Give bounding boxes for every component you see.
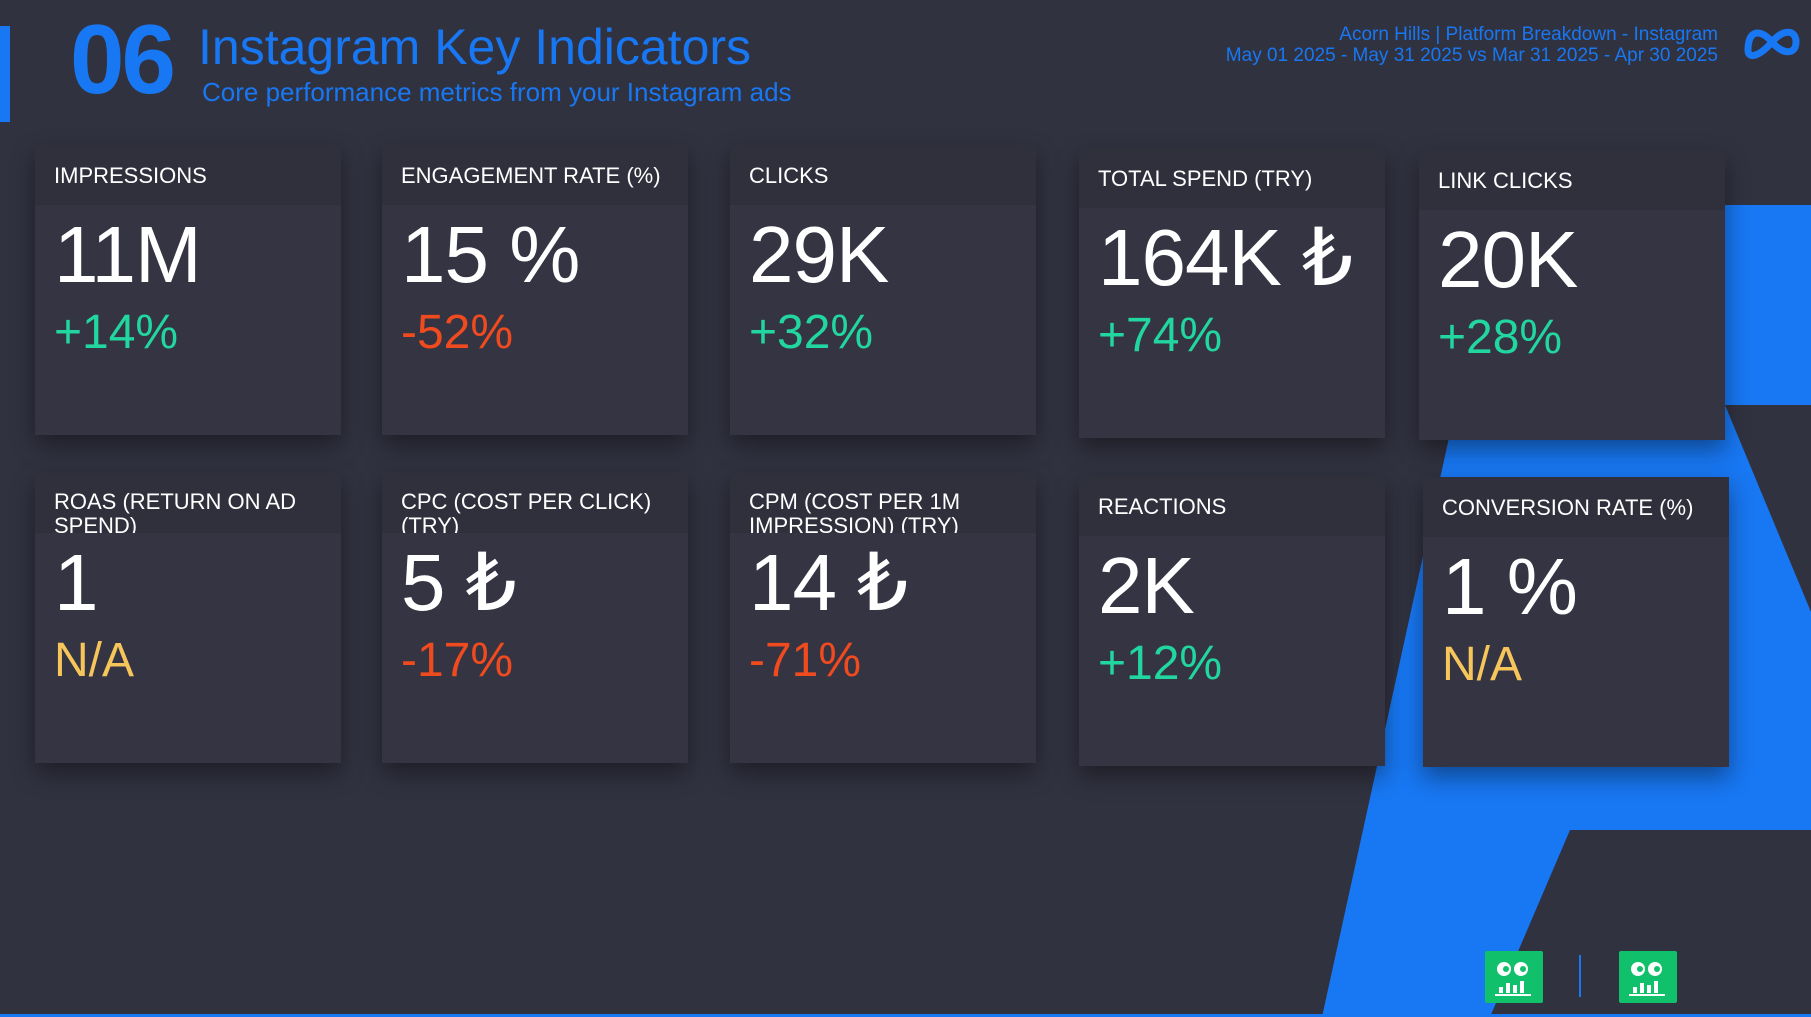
metric-card-clicks: CLICKS 29K +32% — [730, 145, 1036, 435]
metric-delta: N/A — [54, 634, 135, 687]
footer-separator — [1579, 955, 1581, 997]
metric-delta: N/A — [1442, 638, 1523, 691]
section-number: 06 — [70, 4, 176, 114]
metric-card-reactions: REACTIONS 2K +12% — [1079, 476, 1385, 766]
metric-label: REACTIONS — [1098, 494, 1227, 519]
date-range: May 01 2025 - May 31 2025 vs Mar 31 2025… — [1225, 45, 1718, 66]
metric-value: 1 — [54, 538, 98, 627]
accent-bar — [0, 26, 10, 122]
metric-value: 14 ₺ — [749, 538, 908, 627]
metric-label: IMPRESSIONS — [54, 163, 207, 188]
meta-logo-icon — [1744, 28, 1800, 59]
metric-delta: +14% — [54, 306, 179, 359]
metric-value: 5 ₺ — [401, 538, 517, 627]
page-subtitle: Core performance metrics from your Insta… — [202, 77, 792, 107]
metric-card-conversion-rate: CONVERSION RATE (%) 1 % N/A — [1423, 477, 1729, 767]
metric-value: 29K — [749, 210, 889, 299]
metric-card-total-spend: TOTAL SPEND (TRY) 164K ₺ +74% — [1079, 148, 1385, 438]
page-title: Instagram Key Indicators — [198, 19, 752, 75]
metric-card-cpm: CPM (COST PER 1M IMPRESSION) (TRY) 14 ₺ … — [730, 473, 1036, 763]
metric-delta: +74% — [1098, 309, 1223, 362]
metric-card-engagement-rate: ENGAGEMENT RATE (%) 15 % -52% — [382, 145, 688, 435]
metric-label: CLICKS — [749, 163, 829, 188]
metric-delta: -71% — [749, 634, 862, 687]
metric-label: TOTAL SPEND (TRY) — [1098, 166, 1313, 191]
metric-delta: +12% — [1098, 637, 1223, 690]
metric-delta: +28% — [1438, 311, 1563, 364]
brand-logo-icon — [1485, 951, 1543, 1003]
metric-value: 2K — [1098, 541, 1195, 630]
bottom-accent-line — [0, 1014, 1811, 1017]
metric-delta: -17% — [401, 634, 514, 687]
metric-value: 1 % — [1442, 542, 1578, 631]
metric-card-cpc: CPC (COST PER CLICK) (TRY) 5 ₺ -17% — [382, 473, 688, 763]
brand-logo-icon — [1619, 951, 1677, 1003]
metric-value: 20K — [1438, 215, 1578, 304]
metric-label: LINK CLICKS — [1438, 168, 1573, 193]
metric-label: ROAS (RETURN ON AD SPEND) — [54, 489, 297, 538]
metric-delta: +32% — [749, 306, 874, 359]
metric-value: 15 % — [401, 210, 580, 299]
metric-label: ENGAGEMENT RATE (%) — [401, 163, 661, 188]
metric-label: CPM (COST PER 1M IMPRESSION) (TRY) — [749, 489, 961, 538]
metric-card-link-clicks: LINK CLICKS 20K +28% — [1419, 150, 1725, 440]
metric-value: 11M — [54, 210, 202, 299]
metric-label: CPC (COST PER CLICK) (TRY) — [401, 489, 652, 538]
metric-card-roas: ROAS (RETURN ON AD SPEND) 1 N/A — [35, 473, 341, 763]
metric-delta: -52% — [401, 306, 514, 359]
metric-card-impressions: IMPRESSIONS 11M +14% — [35, 145, 341, 435]
metric-label: CONVERSION RATE (%) — [1442, 495, 1694, 520]
metric-value: 164K ₺ — [1098, 213, 1353, 302]
report-context: Acorn Hills | Platform Breakdown - Insta… — [1339, 24, 1718, 45]
